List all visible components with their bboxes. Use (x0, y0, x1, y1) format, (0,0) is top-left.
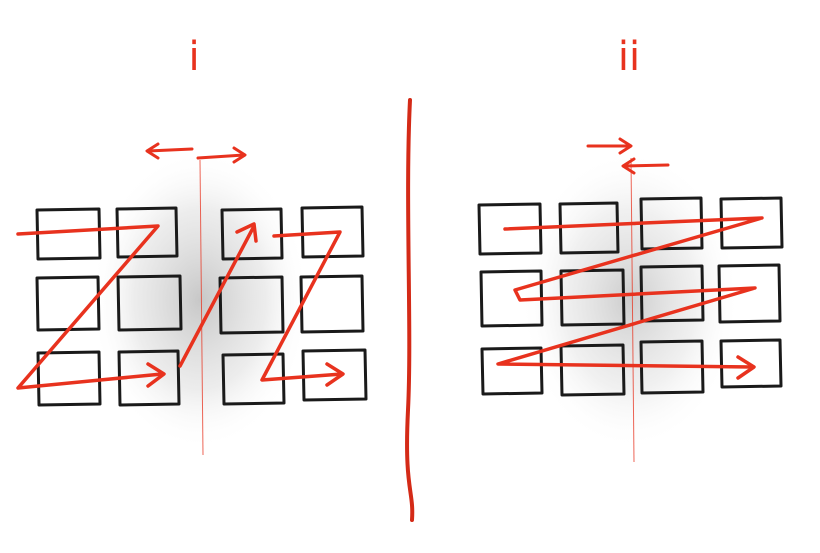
grid-box (559, 343, 626, 397)
right-arrow-shaft (196, 153, 246, 160)
right-arrowhead (232, 146, 247, 164)
inward-left-arrowhead (621, 157, 636, 175)
grid-box (477, 202, 543, 256)
panel-divider (405, 98, 415, 522)
grid-box (35, 207, 102, 261)
panel-i-reading-path (16, 222, 345, 390)
panel-ii: ii (477, 34, 784, 463)
left-arrow-shaft (146, 147, 194, 153)
wide-zigzag-arrowhead (736, 355, 756, 380)
panel-ii-label: ii (618, 34, 640, 80)
panel-i: i (16, 34, 368, 456)
right-z-path (260, 230, 344, 382)
grid-box (639, 339, 705, 395)
grid-box (218, 275, 285, 335)
grid-box (35, 275, 101, 332)
panel-ii-grid (477, 196, 784, 397)
grid-box (115, 206, 179, 259)
left-z-path (16, 224, 164, 390)
grid-box (719, 196, 784, 250)
connector-path (178, 226, 255, 368)
panel-i-center-line (199, 159, 204, 456)
inward-right-arrowhead (618, 137, 633, 155)
grid-box (116, 274, 183, 332)
grid-box (36, 350, 102, 407)
grid-box (559, 268, 626, 327)
grid-box (301, 348, 368, 402)
inward-left-arrow-shaft (622, 163, 670, 168)
grid-box (300, 205, 365, 259)
right-z-arrowhead (325, 362, 345, 387)
panel-i-spread-arrows (145, 142, 247, 164)
grid-box (221, 352, 286, 406)
panel-i-label: i (188, 34, 199, 80)
connector-arrowhead (235, 222, 258, 243)
grid-box (117, 349, 181, 407)
grid-box (480, 346, 544, 396)
left-arrowhead (145, 142, 160, 160)
wide-zigzag-path (496, 216, 764, 369)
panel-ii-center-line (630, 157, 635, 463)
grid-box (717, 263, 782, 324)
panel-ii-reading-path (496, 216, 764, 380)
grid-box (558, 201, 620, 255)
grid-box (719, 338, 783, 389)
panel-i-right-grid (218, 205, 368, 406)
grid-box (639, 196, 704, 251)
panel-ii-squeeze-arrows (586, 137, 670, 175)
grid-box (220, 207, 284, 261)
grid-box (639, 264, 705, 323)
left-z-arrowhead (146, 362, 166, 388)
grid-box (479, 269, 544, 328)
grid-box (299, 274, 365, 334)
